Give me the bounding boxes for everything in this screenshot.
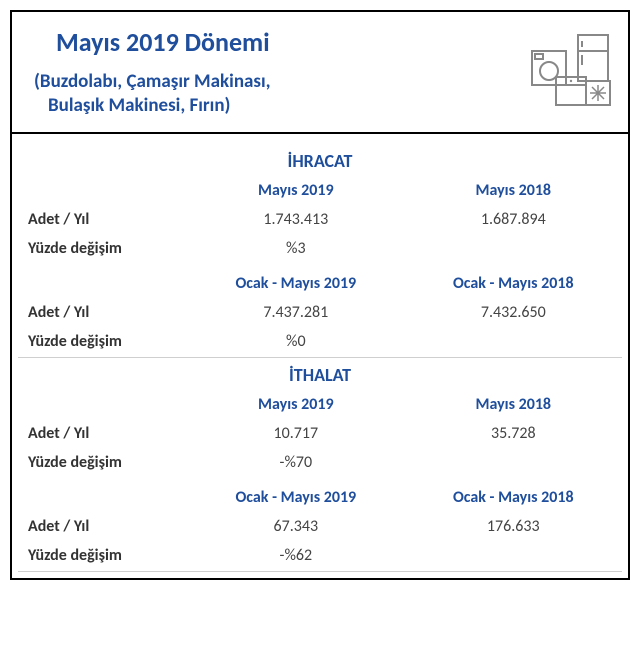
col-header: Mayıs 2019 <box>187 176 404 205</box>
subtitle-line-2: Bulaşık Makinesi, Fırın) <box>34 94 524 118</box>
col-header: Mayıs 2018 <box>405 390 622 419</box>
col-header: Ocak - Mayıs 2018 <box>405 269 622 298</box>
cell-value: -%62 <box>187 541 404 570</box>
section-title-ithalat: İTHALAT <box>18 364 622 386</box>
row-label-yuzde: Yüzde değişim <box>18 541 187 570</box>
section-title-ihracat: İHRACAT <box>18 150 622 172</box>
report-title: Mayıs 2019 Dönemi <box>56 26 524 58</box>
cell-value: %0 <box>187 327 404 356</box>
report-body: İHRACAT Mayıs 2019 Mayıs 2018 Adet / Yıl… <box>12 134 628 578</box>
cell-value: 1.687.894 <box>405 205 622 234</box>
cell-value: %3 <box>187 234 404 263</box>
section-divider <box>18 356 622 358</box>
cell-value: 67.343 <box>187 512 404 541</box>
report-container: Mayıs 2019 Dönemi (Buzdolabı, Çamaşır Ma… <box>10 10 630 580</box>
col-header: Mayıs 2019 <box>187 390 404 419</box>
report-subtitle: (Buzdolabı, Çamaşır Makinası, Bulaşık Ma… <box>34 70 524 118</box>
cell-value: 176.633 <box>405 512 622 541</box>
appliances-icon <box>524 30 614 110</box>
row-label-adet: Adet / Yıl <box>18 205 187 234</box>
row-label-adet: Adet / Yıl <box>18 298 187 327</box>
cell-value: 10.717 <box>187 419 404 448</box>
row-label-yuzde: Yüzde değişim <box>18 234 187 263</box>
header-text: Mayıs 2019 Dönemi (Buzdolabı, Çamaşır Ma… <box>26 22 524 118</box>
row-label-yuzde: Yüzde değişim <box>18 327 187 356</box>
section-divider <box>18 570 622 572</box>
col-header: Ocak - Mayıs 2019 <box>187 483 404 512</box>
cell-value: 1.743.413 <box>187 205 404 234</box>
cell-value: 7.432.650 <box>405 298 622 327</box>
ithalat-table: Mayıs 2019 Mayıs 2018 Adet / Yıl 10.717 … <box>18 390 622 572</box>
row-label-adet: Adet / Yıl <box>18 419 187 448</box>
row-label-yuzde: Yüzde değişim <box>18 448 187 477</box>
subtitle-line-1: (Buzdolabı, Çamaşır Makinası, <box>34 70 524 94</box>
col-header: Mayıs 2018 <box>405 176 622 205</box>
col-header: Ocak - Mayıs 2018 <box>405 483 622 512</box>
row-label-adet: Adet / Yıl <box>18 512 187 541</box>
cell-value: 35.728 <box>405 419 622 448</box>
cell-value: 7.437.281 <box>187 298 404 327</box>
ihracat-table: Mayıs 2019 Mayıs 2018 Adet / Yıl 1.743.4… <box>18 176 622 358</box>
report-header: Mayıs 2019 Dönemi (Buzdolabı, Çamaşır Ma… <box>12 12 628 134</box>
col-header: Ocak - Mayıs 2019 <box>187 269 404 298</box>
cell-value: -%70 <box>187 448 404 477</box>
